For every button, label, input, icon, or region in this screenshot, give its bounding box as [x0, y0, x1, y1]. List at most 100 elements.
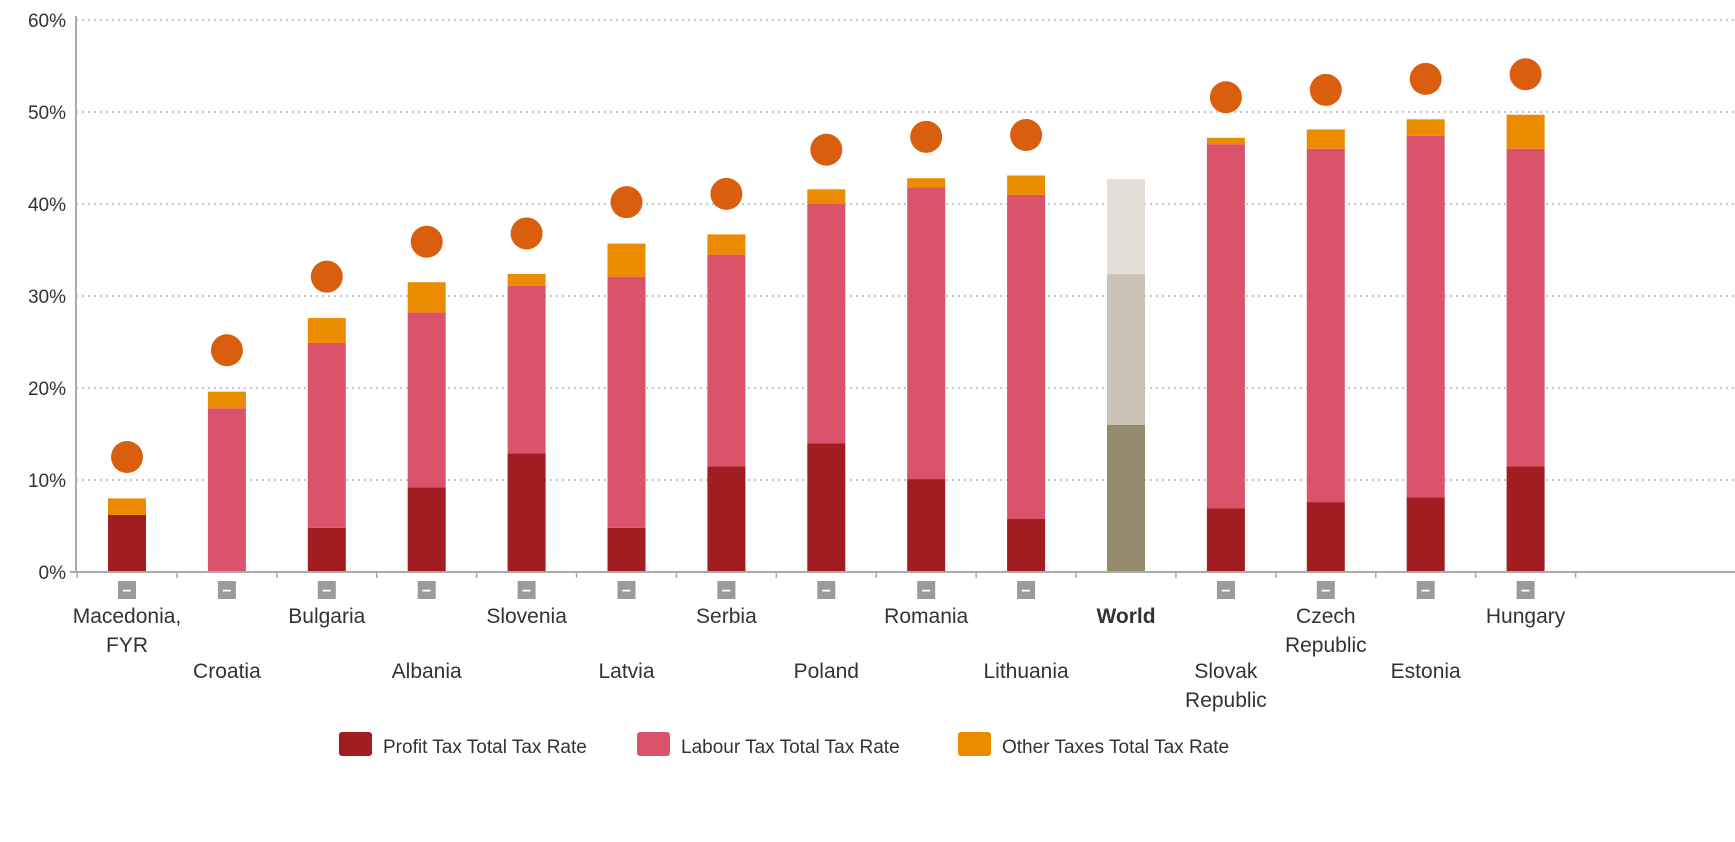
collapse-button[interactable]: [1516, 581, 1535, 599]
total-marker: [610, 186, 643, 219]
bar-segment: [507, 453, 546, 572]
bar-segment: [1206, 144, 1245, 509]
bar-segment: [707, 234, 746, 255]
bar-segment: [907, 178, 946, 188]
legend-swatch: [637, 732, 670, 756]
category-label: Lithuania: [983, 660, 1069, 683]
total-marker: [710, 177, 743, 210]
y-tick-label: 10%: [28, 471, 66, 492]
collapse-button[interactable]: [817, 581, 836, 599]
bar-segment: [108, 514, 146, 572]
minus-icon: −: [1221, 583, 1230, 600]
bar-segment: [1306, 148, 1345, 503]
category-label: Slovak: [1194, 660, 1258, 683]
bar-segment: [1506, 114, 1545, 149]
bar-segment: [507, 273, 546, 286]
bar-segment: [607, 276, 646, 528]
legend-label: Other Taxes Total Tax Rate: [1002, 737, 1229, 758]
bar-segment: [407, 312, 446, 488]
bar-segment: [307, 527, 346, 572]
category-label: World: [1096, 605, 1155, 628]
category-label: Latvia: [598, 660, 654, 683]
minus-icon: −: [422, 583, 431, 600]
bar-segment: [607, 527, 646, 572]
minus-icon: −: [1521, 583, 1530, 600]
bar-segment: [1406, 119, 1445, 136]
total-marker: [1409, 62, 1442, 95]
minus-icon: −: [322, 583, 331, 600]
bar-segment: [1306, 502, 1345, 572]
legend-swatch: [958, 732, 991, 756]
bar-segment: [807, 189, 846, 204]
collapse-button[interactable]: [118, 581, 136, 599]
total-marker: [111, 441, 143, 473]
category-label: Czech: [1296, 605, 1356, 628]
bar-segment: [507, 285, 546, 454]
minus-icon: −: [922, 583, 931, 600]
category-label: Albania: [392, 660, 462, 683]
category-label: Hungary: [1486, 605, 1566, 628]
minus-icon: −: [122, 583, 131, 600]
minus-icon: −: [822, 583, 831, 600]
y-tick-label: 40%: [28, 195, 66, 216]
bar-segment: [1107, 179, 1145, 274]
collapse-button[interactable]: [1316, 581, 1335, 599]
bar-segment: [307, 342, 346, 528]
collapse-button[interactable]: [917, 581, 936, 599]
collapse-button[interactable]: [1216, 581, 1235, 599]
total-marker: [310, 260, 343, 293]
bar-segment: [407, 487, 446, 572]
total-marker: [1309, 73, 1342, 106]
y-tick-label: 20%: [28, 379, 66, 400]
category-label: Republic: [1185, 689, 1267, 712]
legend: Profit Tax Total Tax Rate Labour Tax Tota…: [339, 732, 1229, 758]
category-label: Macedonia,: [73, 605, 182, 628]
y-tick-label: 30%: [28, 287, 66, 308]
minus-icon: −: [222, 583, 231, 600]
bar-segment: [1007, 518, 1046, 572]
category-label: Croatia: [193, 660, 261, 683]
bar-segment: [707, 466, 746, 572]
bar-segment: [1406, 497, 1445, 572]
minus-icon: −: [1021, 583, 1030, 600]
legend-swatch: [339, 732, 372, 756]
collapse-button[interactable]: [417, 581, 436, 599]
bar-segment: [207, 391, 246, 409]
collapse-button[interactable]: [1416, 581, 1435, 599]
minus-icon: −: [722, 583, 731, 600]
total-marker: [410, 225, 443, 258]
bar-segment: [307, 318, 346, 343]
collapse-button[interactable]: [1017, 581, 1036, 599]
bar-segment: [807, 204, 846, 444]
category-label: Republic: [1285, 634, 1367, 657]
collapse-button[interactable]: [517, 581, 536, 599]
bars-layer: [108, 114, 1545, 572]
minus-icon: −: [1321, 583, 1330, 600]
category-label: Serbia: [696, 605, 757, 628]
legend-label: Profit Tax Total Tax Rate: [383, 737, 587, 758]
bar-segment: [1506, 148, 1545, 467]
category-label: Bulgaria: [288, 605, 365, 628]
bar-segment: [1007, 194, 1046, 519]
bar-segment: [207, 408, 246, 572]
bar-segment: [1406, 135, 1445, 498]
bar-segment: [707, 254, 746, 467]
collapse-button[interactable]: [717, 581, 736, 599]
bar-segment: [1306, 129, 1345, 149]
bar-segment: [1506, 466, 1545, 572]
y-tick-label: 60%: [28, 11, 66, 32]
collapse-button[interactable]: [317, 581, 336, 599]
total-marker: [810, 133, 843, 166]
bar-segment: [108, 498, 146, 515]
bar-segment: [407, 282, 446, 313]
axes-layer: 0% 10% 20% 30% 40% 50% 60% − − − − − − − − − − − − − − Macedo…: [28, 11, 1735, 712]
bar-segment: [607, 243, 646, 277]
legend-label: Labour Tax Total Tax Rate: [681, 737, 900, 758]
collapse-button[interactable]: [217, 581, 236, 599]
collapse-button[interactable]: [617, 581, 636, 599]
grid-lines: [76, 19, 1735, 481]
bar-segment: [1007, 175, 1046, 195]
bar-segment: [907, 187, 946, 480]
total-marker: [1010, 119, 1043, 151]
